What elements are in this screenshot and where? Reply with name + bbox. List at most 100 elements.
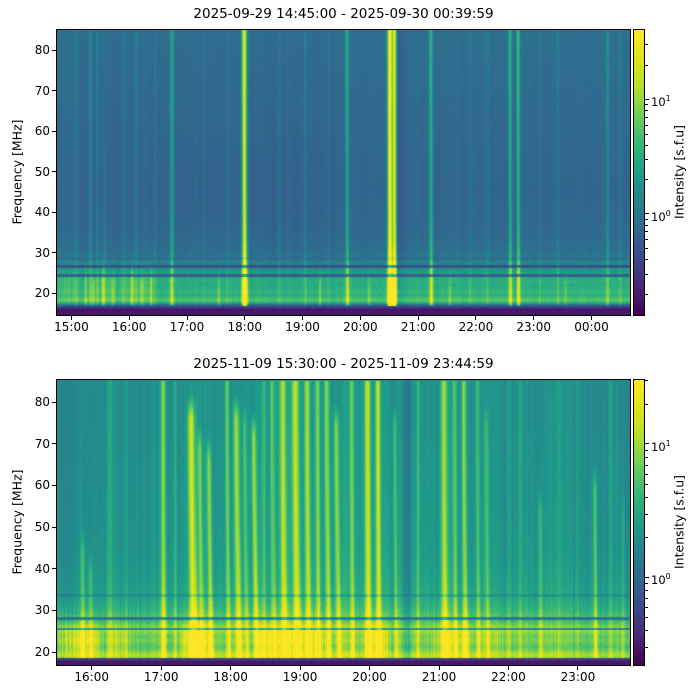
colorbar-minor-tick — [645, 380, 648, 382]
x-tick-label: 16:00 — [111, 320, 147, 334]
x-tick-mark — [299, 666, 301, 670]
x-tick-label: 00:00 — [574, 320, 609, 334]
x-tick-label: 16:00 — [74, 670, 110, 684]
colorbar-minor-tick — [645, 259, 648, 261]
y-tick-label: 30 — [34, 245, 50, 260]
colorbar-minor-tick — [645, 537, 648, 538]
colorbar-minor-tick — [645, 473, 648, 475]
colorbar-minor-tick — [645, 464, 648, 466]
x-tick-label: 17:00 — [143, 670, 179, 684]
x-tick-label: 20:00 — [352, 670, 387, 684]
colorbar-minor-tick — [645, 224, 648, 226]
colorbar-minor-tick — [645, 606, 648, 608]
colorbar-major-tick — [645, 576, 649, 578]
x-tick-mark — [475, 316, 477, 320]
y-tick-label: 20 — [34, 645, 50, 660]
colorbar-minor-tick — [645, 450, 648, 452]
colorbar-minor-tick — [645, 646, 648, 648]
x-tick-label: 23:00 — [560, 670, 596, 684]
panel-title: 2025-09-29 14:45:00 - 2025-09-30 00:39:5… — [193, 6, 494, 22]
colorbar-gradient — [634, 380, 644, 665]
y-tick-mark — [52, 171, 56, 173]
colorbar-major-tick — [645, 213, 649, 215]
plot-area — [56, 29, 631, 316]
colorbar-minor-tick — [645, 179, 648, 181]
y-tick-label: 70 — [34, 83, 50, 98]
x-tick-mark — [507, 666, 509, 670]
y-tick-mark — [52, 211, 56, 213]
colorbar — [633, 29, 645, 316]
colorbar-minor-tick — [645, 110, 648, 112]
x-tick-mark — [128, 316, 130, 320]
y-tick-label: 70 — [34, 436, 50, 451]
y-tick-label: 20 — [34, 286, 50, 301]
x-tick-mark — [230, 666, 232, 670]
x-tick-mark — [577, 666, 579, 670]
x-tick-label: 21:00 — [421, 670, 457, 684]
colorbar-minor-tick — [645, 124, 648, 126]
y-tick-mark — [52, 484, 56, 486]
x-tick-label: 21:00 — [400, 320, 436, 334]
colorbar-label: Intensity [s.f.u] — [671, 474, 687, 570]
x-tick-mark — [91, 666, 93, 670]
x-tick-mark — [533, 316, 535, 320]
y-tick-label: 40 — [34, 561, 50, 576]
y-tick-label: 50 — [34, 164, 50, 179]
colorbar-minor-tick — [645, 248, 648, 250]
colorbar-minor-tick — [645, 597, 648, 599]
y-tick-mark — [52, 130, 56, 132]
colorbar-minor-tick — [645, 116, 648, 118]
colorbar-minor-tick — [645, 218, 648, 220]
y-tick-mark — [52, 443, 56, 445]
x-tick-mark — [417, 316, 419, 320]
x-tick-label: 22:00 — [491, 670, 526, 684]
x-tick-mark — [590, 316, 592, 320]
colorbar-minor-tick — [645, 617, 648, 619]
colorbar-minor-tick — [645, 273, 648, 275]
y-tick-label: 60 — [34, 478, 50, 493]
x-tick-label: 17:00 — [169, 320, 205, 334]
x-tick-mark — [70, 316, 72, 320]
colorbar-minor-tick — [645, 44, 648, 46]
y-tick-label: 60 — [34, 124, 50, 139]
colorbar-minor-tick — [645, 496, 648, 498]
colorbar-gradient — [634, 30, 644, 315]
colorbar-major-tick — [645, 98, 649, 100]
y-tick-mark — [52, 609, 56, 611]
colorbar-minor-tick — [645, 159, 648, 161]
colorbar-minor-tick — [645, 104, 648, 106]
colorbar-minor-tick — [645, 456, 648, 458]
x-tick-label: 23:00 — [516, 320, 551, 334]
colorbar-tick-label: 100 — [651, 572, 671, 587]
x-tick-mark — [369, 666, 371, 670]
y-tick-label: 80 — [34, 395, 50, 410]
colorbar-minor-tick — [645, 144, 648, 146]
x-tick-label: 20:00 — [343, 320, 378, 334]
colorbar-tick-label: 100 — [651, 208, 671, 224]
x-tick-mark — [359, 316, 361, 320]
spectrogram-panel-bottom: 2025-11-09 15:30:00 - 2025-11-09 23:44:5… — [0, 350, 700, 700]
y-tick-mark — [52, 90, 56, 92]
y-tick-mark — [52, 49, 56, 51]
y-tick-label: 50 — [34, 520, 50, 535]
colorbar-minor-tick — [645, 133, 648, 135]
colorbar-minor-tick — [645, 589, 648, 591]
x-tick-mark — [186, 316, 188, 320]
colorbar-label: Intensity [s.f.u] — [671, 124, 687, 220]
colorbar-minor-tick — [645, 484, 648, 486]
x-tick-label: 15:00 — [54, 320, 89, 334]
colorbar-minor-tick — [645, 513, 648, 515]
y-tick-mark — [52, 568, 56, 570]
x-tick-label: 19:00 — [285, 320, 320, 334]
colorbar-minor-tick — [645, 231, 648, 233]
x-tick-mark — [244, 316, 246, 320]
y-tick-mark — [52, 526, 56, 528]
y-tick-mark — [52, 252, 56, 254]
colorbar-minor-tick — [645, 630, 648, 632]
x-tick-label: 19:00 — [282, 670, 318, 684]
y-tick-label: 80 — [34, 43, 50, 58]
colorbar-minor-tick — [645, 403, 648, 405]
y-tick-label: 40 — [34, 205, 50, 220]
plot-area — [56, 379, 631, 666]
